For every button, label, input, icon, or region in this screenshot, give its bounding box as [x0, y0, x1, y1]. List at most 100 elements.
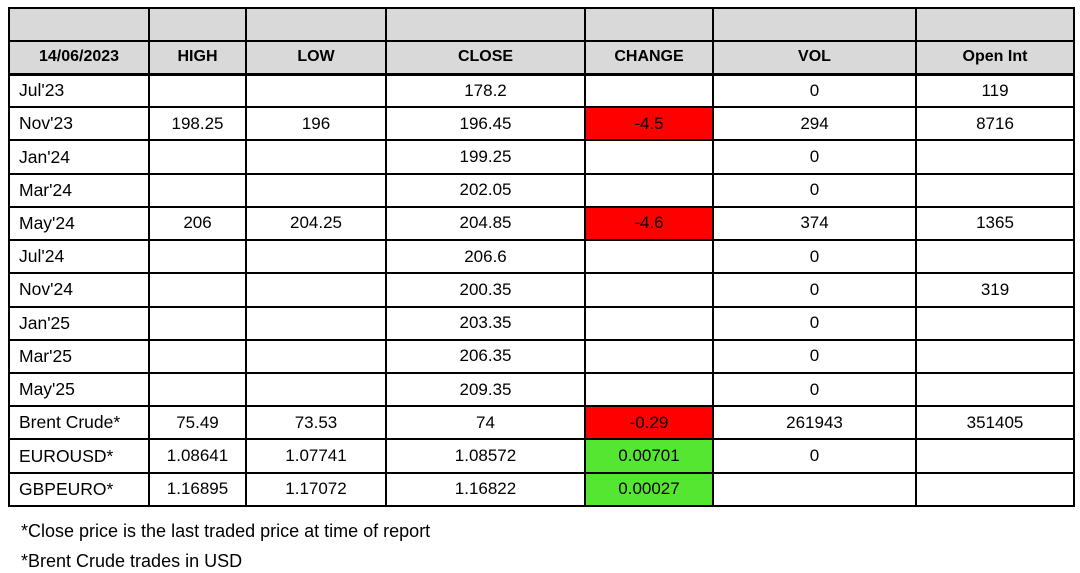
- high-cell: [148, 139, 247, 175]
- open-int-cell: 319: [915, 272, 1075, 308]
- open-int-cell: [915, 471, 1075, 508]
- table-row: Jul'23 178.2 0 119: [8, 72, 1075, 109]
- vol-cell: 261943: [712, 405, 917, 441]
- low-cell: 204.25: [245, 205, 387, 242]
- table-row: Mar'25 206.35 0: [8, 338, 1075, 374]
- blank-header-cell: [385, 7, 586, 42]
- vol-cell: 0: [712, 239, 917, 275]
- close-cell: 209.35: [385, 371, 586, 408]
- low-cell: [245, 139, 387, 175]
- change-cell: [584, 305, 714, 341]
- close-cell: 1.08572: [385, 438, 586, 474]
- low-cell: [245, 239, 387, 275]
- vol-cell: 0: [712, 305, 917, 341]
- table-row: Jan'25 203.35 0: [8, 305, 1075, 341]
- close-cell: 206.35: [385, 338, 586, 374]
- row-label: Nov'23: [8, 106, 150, 142]
- table-row: Nov'23 198.25 196 196.45 -4.5 294 8716: [8, 106, 1075, 142]
- change-cell: [584, 72, 714, 109]
- table-row: EUROUSD* 1.08641 1.07741 1.08572 0.00701 0: [8, 438, 1075, 474]
- open-int-cell: [915, 239, 1075, 275]
- high-cell: [148, 239, 247, 275]
- column-header-high: HIGH: [148, 40, 247, 76]
- low-cell: 1.07741: [245, 438, 387, 474]
- high-cell: [148, 272, 247, 308]
- vol-cell: 0: [712, 172, 917, 208]
- close-cell: 200.35: [385, 272, 586, 308]
- close-cell: 178.2: [385, 72, 586, 109]
- vol-cell: 0: [712, 272, 917, 308]
- table-row: GBPEURO* 1.16895 1.17072 1.16822 0.00027: [8, 471, 1075, 508]
- open-int-cell: [915, 172, 1075, 208]
- high-cell: 198.25: [148, 106, 247, 142]
- table-row: Nov'24 200.35 0 319: [8, 272, 1075, 308]
- blank-header-cell: [915, 7, 1075, 42]
- change-cell: 0.00701: [584, 438, 714, 474]
- row-label: May'25: [8, 371, 150, 408]
- open-int-cell: [915, 305, 1075, 341]
- low-cell: [245, 338, 387, 374]
- blank-header-cell: [584, 7, 714, 42]
- change-cell: [584, 272, 714, 308]
- row-label: Jul'24: [8, 239, 150, 275]
- futures-price-table: 14/06/2023 HIGH LOW CLOSE CHANGE VOL Ope…: [8, 7, 1075, 508]
- table-body: Jul'23 178.2 0 119 Nov'23 198.25 196 196.45 -4.5…: [8, 72, 1075, 508]
- vol-cell: [712, 471, 917, 508]
- open-int-cell: 1365: [915, 205, 1075, 242]
- low-cell: 73.53: [245, 405, 387, 441]
- open-int-cell: [915, 371, 1075, 408]
- open-int-cell: 8716: [915, 106, 1075, 142]
- row-label: EUROUSD*: [8, 438, 150, 474]
- open-int-cell: [915, 139, 1075, 175]
- column-header-low: LOW: [245, 40, 387, 76]
- close-cell: 204.85: [385, 205, 586, 242]
- row-label: Jul'23: [8, 72, 150, 109]
- low-cell: 1.17072: [245, 471, 387, 508]
- vol-cell: 0: [712, 338, 917, 374]
- change-cell: [584, 172, 714, 208]
- table-row: Jan'24 199.25 0: [8, 139, 1075, 175]
- vol-cell: 0: [712, 139, 917, 175]
- low-cell: [245, 172, 387, 208]
- vol-cell: 374: [712, 205, 917, 242]
- blank-header-cell: [245, 7, 387, 42]
- row-label: GBPEURO*: [8, 471, 150, 508]
- close-cell: 202.05: [385, 172, 586, 208]
- low-cell: [245, 371, 387, 408]
- row-label: Brent Crude*: [8, 405, 150, 441]
- change-cell: [584, 239, 714, 275]
- vol-cell: 294: [712, 106, 917, 142]
- low-cell: 196: [245, 106, 387, 142]
- column-header-open-int: Open Int: [915, 40, 1075, 76]
- high-cell: 206: [148, 205, 247, 242]
- change-cell: 0.00027: [584, 471, 714, 508]
- close-cell: 199.25: [385, 139, 586, 175]
- close-cell: 206.6: [385, 239, 586, 275]
- high-cell: 75.49: [148, 405, 247, 441]
- change-cell: -4.6: [584, 205, 714, 242]
- close-cell: 74: [385, 405, 586, 441]
- high-cell: 1.16895: [148, 471, 247, 508]
- row-label: Mar'24: [8, 172, 150, 208]
- column-header-change: CHANGE: [584, 40, 714, 76]
- vol-cell: 0: [712, 72, 917, 109]
- row-label: Jan'24: [8, 139, 150, 175]
- table-row: May'25 209.35 0: [8, 371, 1075, 408]
- footnotes: *Close price is the last traded price at…: [21, 516, 430, 573]
- vol-cell: 0: [712, 438, 917, 474]
- column-header-row: 14/06/2023 HIGH LOW CLOSE CHANGE VOL Ope…: [8, 40, 1075, 76]
- close-cell: 196.45: [385, 106, 586, 142]
- high-cell: [148, 72, 247, 109]
- column-header-vol: VOL: [712, 40, 917, 76]
- close-cell: 203.35: [385, 305, 586, 341]
- table-row: May'24 206 204.25 204.85 -4.6 374 1365: [8, 205, 1075, 242]
- change-cell: -4.5: [584, 106, 714, 142]
- row-label: Mar'25: [8, 338, 150, 374]
- row-label: May'24: [8, 205, 150, 242]
- table-row: Brent Crude* 75.49 73.53 74 -0.29 261943 35140…: [8, 405, 1075, 441]
- row-label: Nov'24: [8, 272, 150, 308]
- high-cell: 1.08641: [148, 438, 247, 474]
- open-int-cell: 351405: [915, 405, 1075, 441]
- blank-header-cell: [8, 7, 150, 42]
